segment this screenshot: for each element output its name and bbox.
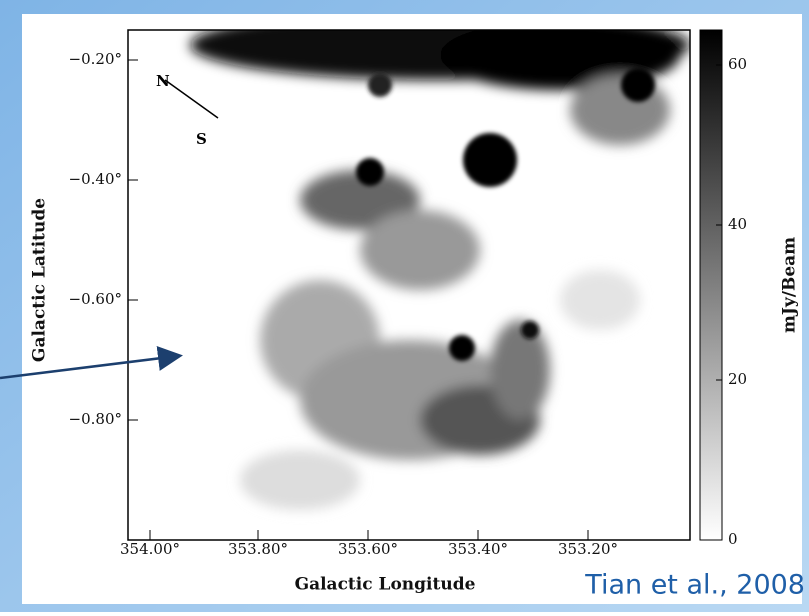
plot-frame <box>127 29 691 541</box>
figure-panel <box>22 14 802 604</box>
pointer-arrow <box>0 346 183 380</box>
y-tick-label: −0.40° <box>69 170 122 188</box>
y-tick-label: −0.80° <box>69 410 122 428</box>
x-tick-label: 353.20° <box>558 540 618 558</box>
colorbar <box>699 29 723 541</box>
colorbar-tick-label: 60 <box>728 55 747 73</box>
citation: Tian et al., 2008 <box>584 570 805 601</box>
y-axis-label: Galactic Latitude <box>30 198 50 362</box>
ticks: −0.20° −0.40° −0.60° −0.80° 354.00° 353.80° 35… <box>69 50 748 558</box>
x-tick-label: 353.80° <box>228 540 288 558</box>
colorbar-tick-label: 40 <box>728 215 747 233</box>
x-tick-label: 354.00° <box>120 540 180 558</box>
x-tick-label: 353.60° <box>338 540 398 558</box>
y-tick-label: −0.20° <box>69 50 122 68</box>
colorbar-label: mJy/Beam <box>780 237 800 333</box>
x-tick-label: 353.40° <box>448 540 508 558</box>
colorbar-tick-label: 0 <box>728 530 738 548</box>
y-tick-label: −0.60° <box>69 290 122 308</box>
compass-line <box>164 79 219 119</box>
radio-map <box>190 30 690 510</box>
compass-south: S <box>196 130 207 148</box>
compass-north: N <box>156 72 170 90</box>
colorbar-tick-label: 20 <box>728 370 747 388</box>
x-axis-label: Galactic Longitude <box>295 575 476 595</box>
